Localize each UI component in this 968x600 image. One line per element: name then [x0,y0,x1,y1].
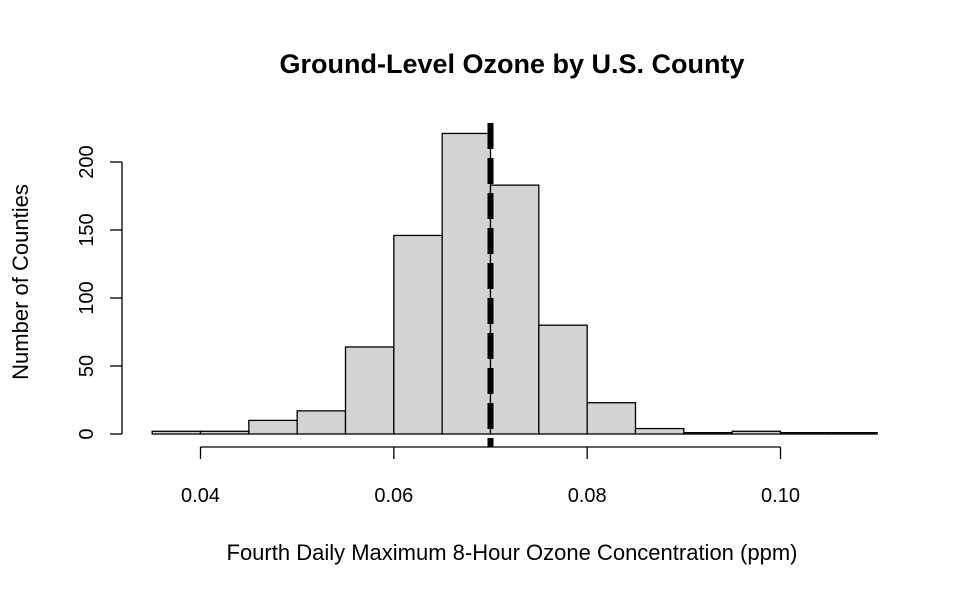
histogram-bar-0 [151,430,202,435]
histogram-bar-14 [828,431,878,435]
y-tick-label-3: 150 [76,213,98,246]
histogram-bar-9 [586,402,637,435]
y-tick-label-2: 100 [76,281,98,314]
histogram-bar-12 [731,430,782,435]
y-tick-label-4: 200 [76,145,98,178]
histogram-bar-13 [779,431,830,435]
y-axis-label: Number of Counties [8,184,33,380]
x-axis-label: Fourth Daily Maximum 8-Hour Ozone Concen… [227,540,798,565]
histogram-bar-5 [393,234,443,435]
x-tick-label-1: 0.06 [374,485,413,507]
x-tick-label-2: 0.08 [568,485,607,507]
x-tick-label-0: 0.04 [181,485,220,507]
histogram-bar-11 [683,431,733,435]
histogram-bar-3 [296,410,347,435]
y-axis: 0 50 100 150 200 [76,145,123,440]
bars-group [151,132,878,435]
histogram-bar-6 [441,132,492,435]
histogram-bar-7 [489,184,540,435]
histogram-bar-2 [248,419,298,435]
chart-title: Ground-Level Ozone by U.S. County [279,49,744,79]
histogram-bar-10 [634,427,685,435]
y-tick-label-0: 0 [76,428,98,439]
y-tick-label-1: 50 [76,355,98,377]
histogram-bar-4 [344,346,395,435]
x-tick-label-3: 0.10 [761,485,800,507]
x-axis: 0.04 0.06 0.08 0.10 [181,446,800,507]
histogram-bar-1 [199,430,250,435]
histogram-bar-8 [538,324,588,435]
